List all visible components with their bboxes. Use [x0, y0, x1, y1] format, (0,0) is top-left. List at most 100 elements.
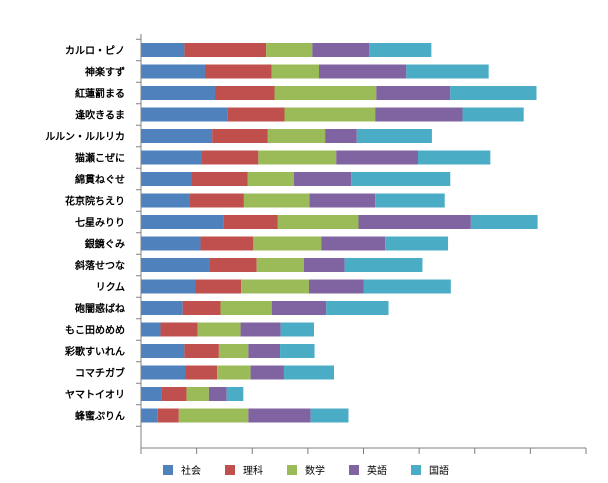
bar-segment-3-row-12 [241, 279, 309, 294]
legend-label: 数学 [305, 464, 325, 477]
bar-segment-3-row-5 [267, 129, 326, 143]
bar-segment-2-row-15 [184, 344, 219, 358]
category-label: 逢吹きるま [75, 109, 125, 122]
category-label: 花京院ちえり [65, 195, 125, 208]
legend-swatch [349, 465, 359, 475]
bar-segment-4-row-11 [303, 258, 345, 272]
bar-segment-4-row-8 [309, 193, 376, 208]
bar-segment-1-row-1 [141, 43, 185, 57]
category-label: 銀鏡ぐみ [85, 238, 125, 251]
bar-segment-5-row-12 [363, 279, 451, 294]
bar-segment-2-row-7 [191, 172, 248, 186]
bar-segment-1-row-9 [141, 215, 224, 229]
bar-segment-5-row-11 [344, 258, 423, 272]
category-label: 蜂蜜ぷりん [75, 410, 125, 423]
bar-segment-5-row-15 [280, 344, 315, 358]
bar-segment-2-row-1 [184, 43, 267, 57]
bar-segment-4-row-17 [208, 387, 227, 401]
bar-segment-3-row-15 [218, 344, 249, 358]
legend-swatch [225, 465, 235, 475]
bar-segment-1-row-16 [141, 365, 186, 380]
bar-segment-3-row-13 [220, 301, 272, 315]
bar-segment-1-row-13 [141, 301, 183, 315]
bar-segment-3-row-3 [274, 86, 377, 100]
bar-segment-4-row-13 [271, 301, 327, 315]
bar-segment-3-row-8 [243, 193, 310, 208]
category-label: 綿貫ねぐせ [75, 173, 125, 186]
bar-segment-1-row-7 [141, 172, 192, 186]
bar-segment-5-row-16 [283, 365, 335, 380]
bar-segment-4-row-9 [358, 215, 471, 229]
bar-segment-3-row-9 [277, 215, 359, 229]
bar-segment-1-row-3 [141, 86, 215, 100]
category-label: 彩歌すいれん [64, 345, 125, 358]
bar-segment-1-row-8 [141, 193, 190, 208]
bar-segment-2-row-4 [227, 107, 285, 122]
category-label: ルルン・ルルリカ [45, 131, 125, 143]
bar-segment-5-row-8 [375, 193, 445, 208]
bar-segment-3-row-2 [271, 64, 319, 79]
category-label: 砲闇惑ばね [74, 302, 125, 315]
category-label: 紅蓮罰まる [75, 87, 125, 100]
bar-segment-4-row-4 [375, 107, 463, 122]
bar-segment-5-row-3 [450, 86, 537, 100]
legend-label: 理科 [243, 464, 263, 477]
bar-segment-1-row-18 [141, 408, 158, 423]
bar-segment-1-row-17 [141, 387, 162, 401]
bar-segment-4-row-16 [250, 365, 284, 380]
bar-segment-2-row-6 [201, 150, 259, 165]
bar-segment-4-row-10 [321, 236, 386, 251]
bar-segment-4-row-6 [336, 150, 419, 165]
bar-segment-1-row-11 [141, 258, 210, 272]
bar-segment-4-row-3 [376, 86, 451, 100]
category-label: 斜落せつな [74, 259, 125, 272]
category-label: 神楽すず [85, 66, 125, 79]
bar-segment-2-row-14 [160, 322, 198, 337]
bar-segment-2-row-16 [185, 365, 218, 380]
category-label: リクム [96, 282, 125, 294]
bar-segment-3-row-17 [186, 387, 209, 401]
bar-segment-4-row-18 [248, 408, 311, 423]
bar-segment-3-row-11 [256, 258, 304, 272]
legend-label: 社会 [181, 464, 201, 477]
bar-segment-2-row-18 [157, 408, 179, 423]
bar-segment-5-row-7 [351, 172, 451, 186]
category-label: 七星みりり [75, 216, 125, 229]
bar-segment-3-row-7 [247, 172, 294, 186]
legend-swatch [411, 465, 421, 475]
bar-segment-1-row-14 [141, 322, 161, 337]
bar-segment-2-row-12 [195, 279, 242, 294]
bar-segment-1-row-6 [141, 150, 202, 165]
bar-segment-4-row-1 [312, 43, 370, 57]
bar-segment-3-row-6 [258, 150, 337, 165]
bar-segment-2-row-17 [161, 387, 187, 401]
bar-segment-5-row-4 [462, 107, 524, 122]
category-label: ヤマトイオリ [65, 389, 125, 401]
bar-segment-4-row-5 [325, 129, 357, 143]
bar-segment-1-row-10 [141, 236, 201, 251]
bar-segment-4-row-2 [319, 64, 407, 79]
bar-segment-5-row-10 [385, 236, 449, 251]
bar-segment-2-row-2 [204, 64, 272, 79]
bar-segment-1-row-5 [141, 129, 213, 143]
bar-segment-3-row-14 [197, 322, 241, 337]
bar-segment-2-row-9 [223, 215, 278, 229]
bar-segment-5-row-1 [369, 43, 432, 57]
bar-segment-5-row-2 [406, 64, 489, 79]
bar-segment-2-row-13 [182, 301, 221, 315]
legend-swatch [287, 465, 297, 475]
bar-segment-5-row-9 [470, 215, 538, 229]
bar-segment-3-row-10 [253, 236, 322, 251]
legend-label: 国語 [429, 464, 449, 477]
bar-segment-3-row-4 [284, 107, 376, 122]
bar-segment-1-row-12 [141, 279, 196, 294]
bar-segment-1-row-15 [141, 344, 185, 358]
bar-segment-1-row-4 [141, 107, 228, 122]
bar-segment-5-row-13 [326, 301, 389, 315]
bar-segment-4-row-15 [248, 344, 281, 358]
category-label: カルロ・ピノ [65, 45, 125, 57]
category-label: 猫瀬こぜに [75, 152, 125, 165]
bar-segment-2-row-3 [214, 86, 275, 100]
legend-label: 英語 [367, 464, 387, 477]
